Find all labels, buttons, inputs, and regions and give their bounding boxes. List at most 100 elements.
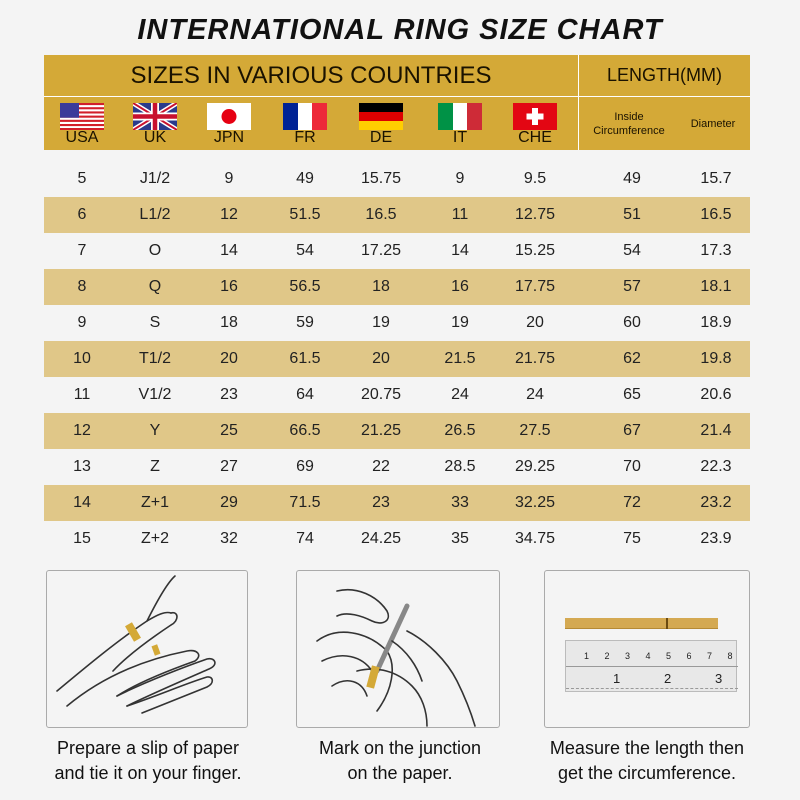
inside-circumference-header: Inside Circumference	[593, 111, 665, 137]
step-2-caption: Mark on the junction on the paper.	[272, 736, 528, 786]
cell-fr: 49	[296, 170, 314, 187]
table-row: 10 T1/2 20 61.5 20 21.5 21.75 62 19.8	[44, 341, 750, 377]
cell-fr: 64	[296, 386, 314, 403]
cell-uk: Y	[149, 422, 161, 439]
cell-de: 20.75	[360, 386, 402, 403]
ruler-cm-label: 5	[666, 651, 672, 661]
cell-usa: 13	[73, 458, 91, 475]
ruler-cm-label: 1	[584, 651, 590, 661]
cell-che: 15.25	[514, 242, 556, 259]
table-row: 9 S 18 59 19 19 20 60 18.9	[44, 305, 750, 341]
cell-de: 21.25	[360, 422, 402, 439]
cell-uk: O	[148, 242, 162, 259]
cell-jpn: 9	[224, 170, 234, 187]
step-1-illustration	[46, 570, 248, 728]
caption-line: get the circumference.	[557, 763, 737, 783]
cell-jpn: 23	[220, 386, 238, 403]
hand-with-paper-icon	[56, 575, 216, 714]
cell-diameter: 20.6	[700, 386, 732, 403]
cell-usa: 6	[77, 206, 87, 223]
cell-jpn: 14	[220, 242, 238, 259]
length-header: LENGTH(MM)	[607, 65, 722, 85]
cell-jpn: 29	[220, 494, 238, 511]
cell-diameter: 18.1	[700, 278, 732, 295]
cell-usa: 11	[73, 386, 91, 403]
cell-diameter: 23.2	[700, 494, 732, 511]
table-row: 6 L1/2 12 51.5 16.5 11 12.75 51 16.5	[44, 197, 750, 233]
cell-diameter: 16.5	[700, 206, 732, 223]
ruler-cm-label: 3	[625, 651, 631, 661]
cell-diameter: 19.8	[700, 350, 732, 367]
cell-diameter: 18.9	[700, 314, 732, 331]
step-2-illustration	[296, 570, 500, 728]
ruler-cm-label: 8	[727, 651, 733, 661]
table-row: 7 O 14 54 17.25 14 15.25 54 17.3	[44, 233, 750, 269]
switzerland-flag-icon	[513, 103, 557, 130]
cell-che: 9.5	[523, 170, 547, 187]
cell-uk: J1/2	[139, 170, 171, 187]
step-3-caption: Measure the length then get the circumfer…	[519, 736, 775, 786]
cell-uk: Q	[148, 278, 162, 295]
cell-it: 14	[451, 242, 469, 259]
cell-che: 20	[526, 314, 544, 331]
cell-it: 19	[451, 314, 469, 331]
ruler-cm-label: 6	[686, 651, 692, 661]
cell-inside-circumference: 54	[623, 242, 641, 259]
cell-diameter: 21.4	[700, 422, 732, 439]
cell-jpn: 18	[220, 314, 238, 331]
ruler-cm-label: 7	[707, 651, 713, 661]
ruler-cm-label: 4	[645, 651, 651, 661]
cell-che: 29.25	[514, 458, 556, 475]
cell-fr: 59	[296, 314, 314, 331]
ruler-inch-label: 2	[664, 671, 672, 686]
cell-it: 28.5	[444, 458, 476, 475]
cell-inside-circumference: 65	[623, 386, 641, 403]
cell-inside-circumference: 70	[623, 458, 641, 475]
cell-jpn: 32	[220, 530, 238, 547]
country-fr: FR	[294, 129, 316, 146]
cell-che: 32.25	[514, 494, 556, 511]
table-row: 11 V1/2 23 64 20.75 24 24 65 20.6	[44, 377, 750, 413]
country-de: DE	[369, 129, 393, 146]
cell-usa: 9	[77, 314, 87, 331]
country-it: IT	[452, 129, 468, 146]
cell-inside-circumference: 60	[623, 314, 641, 331]
caption-line: and tie it on your finger.	[54, 763, 242, 783]
cell-diameter: 17.3	[700, 242, 732, 259]
country-che: CHE	[518, 129, 552, 146]
marking-paper-icon	[316, 589, 476, 727]
country-uk: UK	[143, 129, 167, 146]
cell-fr: 69	[296, 458, 314, 475]
cell-jpn: 25	[220, 422, 238, 439]
cell-uk: T1/2	[138, 350, 172, 367]
cell-de: 22	[372, 458, 390, 475]
cell-it: 16	[451, 278, 469, 295]
table-row: 5 J1/2 9 49 15.75 9 9.5 49 15.7	[44, 161, 750, 197]
cell-inside-circumference: 72	[623, 494, 641, 511]
caption-line: Measure the length then	[549, 738, 745, 758]
caption-line: on the paper.	[347, 763, 453, 783]
cell-usa: 12	[73, 422, 91, 439]
cell-it: 11	[451, 206, 469, 223]
cell-fr: 56.5	[289, 278, 321, 295]
cell-de: 20	[372, 350, 390, 367]
usa-flag-icon	[60, 103, 104, 130]
ruler-cm-label: 2	[604, 651, 610, 661]
cell-de: 18	[372, 278, 390, 295]
cell-uk: Z+2	[140, 530, 170, 547]
cell-uk: Z+1	[140, 494, 170, 511]
cell-inside-circumference: 75	[623, 530, 641, 547]
cell-inside-circumference: 67	[623, 422, 641, 439]
cell-fr: 74	[296, 530, 314, 547]
italy-flag-icon	[438, 103, 482, 130]
cell-uk: Z	[150, 458, 160, 475]
cell-fr: 66.5	[289, 422, 321, 439]
divider	[44, 96, 750, 97]
cell-inside-circumference: 51	[623, 206, 641, 223]
cell-it: 9	[455, 170, 465, 187]
cell-inside-circumference: 57	[623, 278, 641, 295]
cell-de: 17.25	[360, 242, 402, 259]
country-usa: USA	[65, 129, 99, 146]
